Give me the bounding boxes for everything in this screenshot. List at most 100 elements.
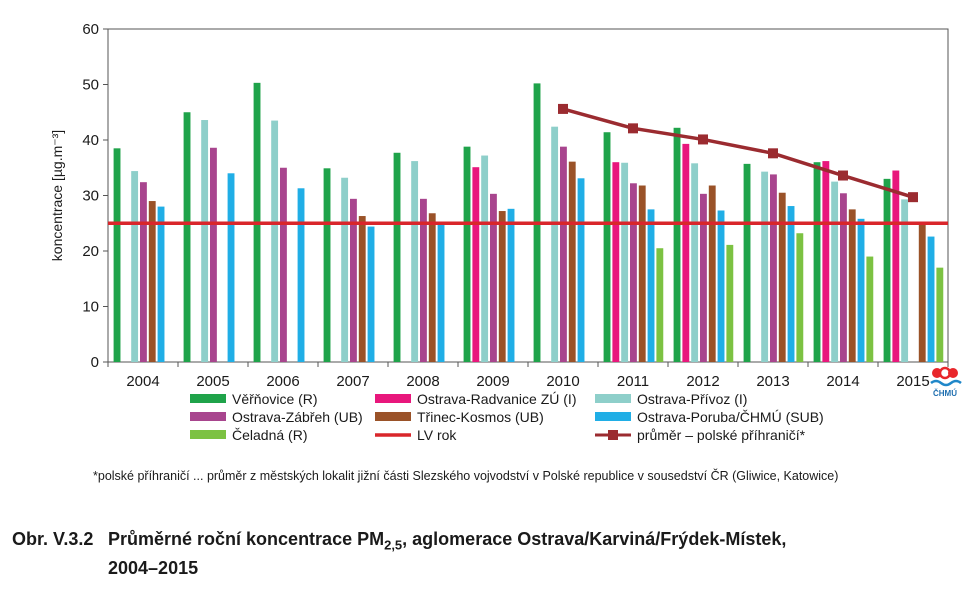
bar [717,210,725,362]
bar [936,267,944,362]
bar [927,236,935,362]
bar [113,148,121,362]
legend-swatch [190,430,226,439]
bar [157,206,165,362]
bar [700,193,707,362]
figure-caption: Obr. V.3.2 Průměrné roční koncentrace PM2… [12,528,962,579]
legend-marker [608,430,618,440]
bar [428,213,436,362]
bar [568,161,576,362]
x-tick-label: 2004 [126,373,159,390]
bar [210,147,217,362]
bar [350,198,357,362]
bar [498,211,506,362]
bar [673,127,681,362]
bar [621,162,629,362]
bar [656,248,664,362]
legend-label: Třinec-Kosmos (UB) [417,409,544,425]
footnote: *polské příhraničí ... průměr z městskýc… [93,469,839,483]
bar [831,181,839,362]
bar [297,188,305,362]
legend-label: Ostrava-Zábřeh (UB) [232,409,363,425]
legend-label: LV rok [417,427,457,443]
x-tick-label: 2005 [196,373,229,390]
bar [647,209,655,362]
bar [892,170,900,362]
bar [682,143,690,362]
caption-line2: 2004–2015 [108,557,199,578]
bar [472,167,480,362]
polish-border-average-point [838,170,848,181]
bar [437,221,445,362]
x-tick-label: 2010 [546,373,579,390]
y-axis-label: koncentrace [µg.m⁻³] [49,130,65,261]
chart: 0 10 20 30 40 50 60 koncentrace [µg.m⁻³] 2004 200… [49,21,949,443]
bar [883,178,891,362]
legend-label: průměr – polské příhraničí* [637,427,806,443]
polish-border-average-point [558,103,568,114]
bar [463,146,471,362]
figure-number: Obr. V.3.2 [12,529,94,549]
legend-label: Čeladná (R) [232,427,307,443]
bar [796,233,804,362]
polish-border-average-line [562,107,914,199]
bar [708,185,716,362]
caption-title: Průměrné roční koncentrace PM2,5, aglome… [108,529,787,553]
y-tick-label: 30 [82,188,99,205]
polish-border-average-point [628,123,638,134]
legend-swatch [375,394,411,403]
y-tick-label: 10 [82,299,99,316]
x-tick-label: 2012 [686,373,719,390]
bar [280,167,287,362]
bar [603,132,611,362]
bar [393,152,401,362]
x-tick-label: 2013 [756,373,789,390]
legend-swatch [190,394,226,403]
bar [822,161,830,362]
legend: Věřňovice (R) Ostrava-Radvanice ZÚ (I) Ost… [190,391,824,443]
bar [726,244,734,362]
bar [341,177,349,362]
bar [770,174,777,362]
y-tick-label: 60 [82,21,99,38]
chmu-logo: ČHMÚ [928,366,962,398]
bar [612,162,620,362]
bar [848,209,856,362]
x-tick-label: 2014 [826,373,859,390]
legend-label: Ostrava-Přívoz (I) [637,391,747,407]
bar [761,171,769,362]
logo-text: ČHMÚ [933,389,957,398]
polish-border-average-point [908,192,918,203]
bar [183,112,191,362]
bar [507,208,515,362]
legend-swatch [595,394,631,403]
y-tick-label: 20 [82,243,99,260]
bar [358,216,366,362]
x-tick-label: 2007 [336,373,369,390]
caption-title-post: , aglomerace Ostrava/Karviná/Frýdek-Míst… [402,529,787,549]
x-tick-label: 2011 [617,373,649,390]
bar [420,198,427,362]
legend-swatch [375,412,411,421]
legend-swatch [595,412,631,421]
bar [691,163,699,362]
bar [148,201,156,362]
bar [411,161,419,362]
bar [866,256,874,362]
bar [577,178,585,362]
bar [787,206,795,362]
bar [490,193,497,362]
bar [131,171,139,362]
bar [743,163,751,362]
x-tick-label: 2009 [476,373,509,390]
y-tick-label: 0 [91,354,99,371]
y-tick-label: 50 [82,77,99,94]
bar [481,155,489,362]
x-tick-label: 2015 [896,373,929,390]
legend-label: Věřňovice (R) [232,391,318,407]
legend-label: Ostrava-Poruba/ČHMÚ (SUB) [637,409,824,425]
caption-title-pre: Průměrné roční koncentrace PM [108,529,385,549]
plot-area: 0 10 20 30 40 50 60 koncentrace [µg.m⁻³] 2004 200… [49,21,949,390]
x-tick-label: 2008 [406,373,439,390]
bar [918,222,926,362]
